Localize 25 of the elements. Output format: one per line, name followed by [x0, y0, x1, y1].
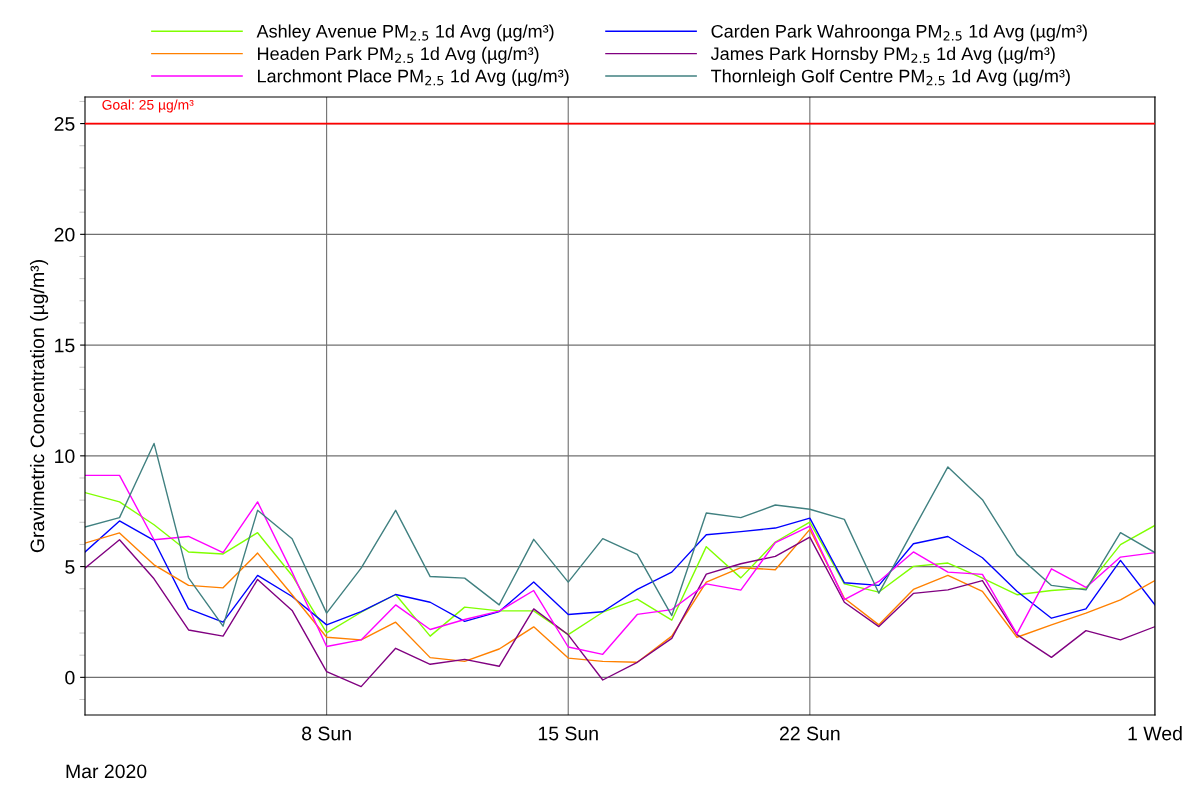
legend-label: Larchmont Place PM$_{2.5}$ 1d Avg (µg/m³)	[258, 69, 569, 87]
text: Mar 2020	[66, 764, 147, 779]
y-axis-title: Gravimetric Concentration (µg/m³)	[29, 260, 49, 553]
x-tick-label: 22 Sun	[780, 726, 840, 741]
y-tick-label: 15	[55, 338, 75, 353]
y-tick-label: 10	[55, 449, 75, 464]
legend-label: James Park Hornsby PM$_{2.5}$ 1d Avg (µg/m³)	[710, 46, 1055, 64]
y-tick-label: 0	[65, 670, 75, 685]
y-tick-label: 25	[54, 117, 75, 131]
x-tick-label: 1 Wed	[1128, 726, 1182, 741]
ref-line-label: Goal: 25 µg/m³	[102, 99, 194, 113]
line-series	[85, 528, 1155, 663]
line-series	[85, 442, 1155, 627]
legend-label: Headen Park PM$_{2.5}$ 1d Avg (µg/m³)	[258, 46, 539, 64]
legend-label: Ashley Avenue PM$_{2.5}$ 1d Avg (µg/m³)	[256, 24, 554, 42]
y-tick-label: 5	[65, 560, 75, 574]
legend-label: Thornleigh Golf Centre PM$_{2.5}$ 1d Avg (µg/m³)	[711, 69, 1070, 87]
line-series	[85, 474, 1155, 656]
x-tick-label: 8 Sun	[302, 726, 351, 741]
line-series	[85, 536, 1155, 688]
line-series	[85, 491, 1155, 637]
y-tick-label: 20	[54, 227, 75, 242]
line-series	[85, 517, 1155, 626]
x-tick-label: 15 Sun	[538, 726, 598, 741]
legend-label: Carden Park Wahroonga PM$_{2.5}$ 1d Avg (µg/m³)	[711, 24, 1087, 42]
